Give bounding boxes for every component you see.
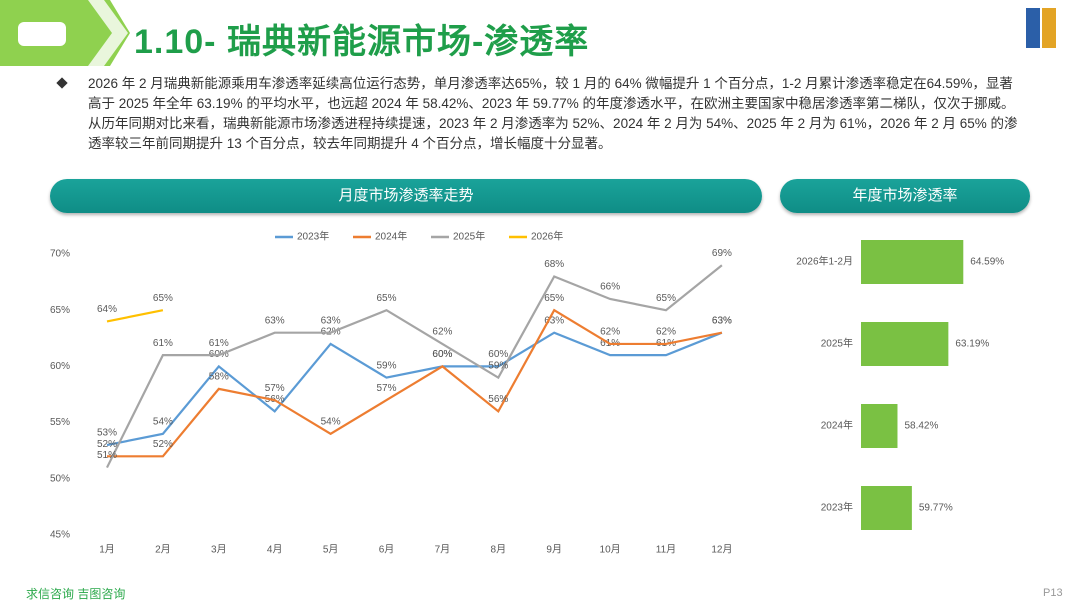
y-tick-label: 60% [50, 361, 70, 372]
y-tick-label: 45% [50, 530, 70, 541]
x-tick-label: 4月 [267, 544, 283, 556]
intro-text: 2026 年 2 月瑞典新能源乘用车渗透率延续高位运行态势，单月渗透率达65%，… [88, 76, 1018, 151]
data-label: 58% [209, 372, 229, 383]
series-line [107, 308, 723, 458]
data-label: 65% [544, 293, 564, 304]
y-tick-label: 55% [50, 417, 70, 428]
x-tick-label: 10月 [600, 544, 621, 556]
x-tick-label: 9月 [546, 544, 562, 556]
x-tick-label: 2月 [155, 544, 171, 556]
data-label: 54% [153, 416, 173, 427]
data-label: 52% [97, 439, 117, 450]
x-tick-label: 12月 [711, 544, 732, 556]
data-label: 63% [712, 315, 732, 326]
data-label: 65% [153, 293, 173, 304]
series-line [106, 264, 723, 469]
y-tick-label: 50% [50, 473, 70, 484]
x-tick-label: 11月 [656, 544, 676, 556]
page-number: P13 [1043, 587, 1063, 599]
data-label: 63% [321, 315, 341, 326]
logo [1026, 8, 1040, 48]
data-label: 62% [600, 327, 620, 338]
data-label: 69% [712, 248, 732, 259]
data-label: 57% [265, 383, 285, 394]
bar [861, 486, 912, 530]
series-line [106, 309, 164, 323]
section-header: 月度市场渗透率走势 [50, 179, 762, 213]
data-label: 51% [97, 450, 117, 461]
data-label: 60% [488, 349, 508, 360]
x-tick-label: 7月 [435, 544, 451, 556]
data-label: 52% [153, 439, 173, 450]
data-label: 63.19% [955, 339, 989, 350]
data-label: 65% [376, 293, 396, 304]
bar [861, 240, 964, 284]
data-label: 59% [488, 360, 508, 371]
title: 1.10- 瑞典新能源市场-渗透率 [134, 23, 590, 61]
data-label: 66% [600, 282, 620, 293]
y-tick-label: 70% [50, 249, 70, 260]
data-label: 62% [432, 327, 452, 338]
x-tick-label: 6月 [379, 544, 395, 556]
data-label: 61% [209, 338, 229, 349]
logo [1042, 8, 1056, 48]
x-tick-label: 5月 [323, 544, 339, 556]
chevron [88, 0, 128, 66]
category-label: 2026年1-2月 [796, 255, 853, 268]
data-label: 57% [376, 383, 396, 394]
section-header: 年度市场渗透率 [780, 179, 1030, 213]
data-label: 59% [376, 360, 396, 371]
x-tick-label: 1月 [99, 544, 115, 556]
data-label: 64% [97, 304, 117, 315]
x-tick-label: 3月 [211, 544, 227, 556]
x-tick-label: 8月 [491, 544, 507, 556]
data-label: 58.42% [904, 421, 938, 432]
bar [861, 404, 898, 448]
data-label: 63% [265, 315, 285, 326]
series-line [106, 331, 723, 447]
data-label: 60% [432, 349, 452, 360]
data-label: 62% [656, 327, 676, 338]
category-label: 2025年 [821, 337, 853, 350]
data-label: 63% [712, 315, 732, 326]
data-label: 54% [321, 416, 341, 427]
car-icon [18, 22, 66, 46]
category-label: 2023年 [821, 501, 853, 514]
legend-label: 2024年 [375, 230, 407, 243]
data-label: 59.77% [919, 503, 953, 514]
data-label: 60% [432, 349, 452, 360]
data-label: 65% [656, 293, 676, 304]
legend-label: 2026年 [531, 230, 563, 243]
legend-label: 2025年 [453, 230, 485, 243]
legend-label: 2023年 [297, 230, 329, 243]
data-label: 53% [97, 428, 117, 439]
category-label: 2024年 [821, 419, 853, 432]
data-label: 68% [544, 259, 564, 270]
data-label: 56% [488, 394, 508, 405]
data-label: 63% [544, 315, 564, 326]
data-label: 61% [153, 338, 173, 349]
bar [861, 322, 949, 366]
y-tick-label: 65% [50, 305, 70, 316]
data-label: 64.59% [970, 257, 1004, 268]
brand: 求信咨询 吉图咨询 [26, 587, 126, 601]
